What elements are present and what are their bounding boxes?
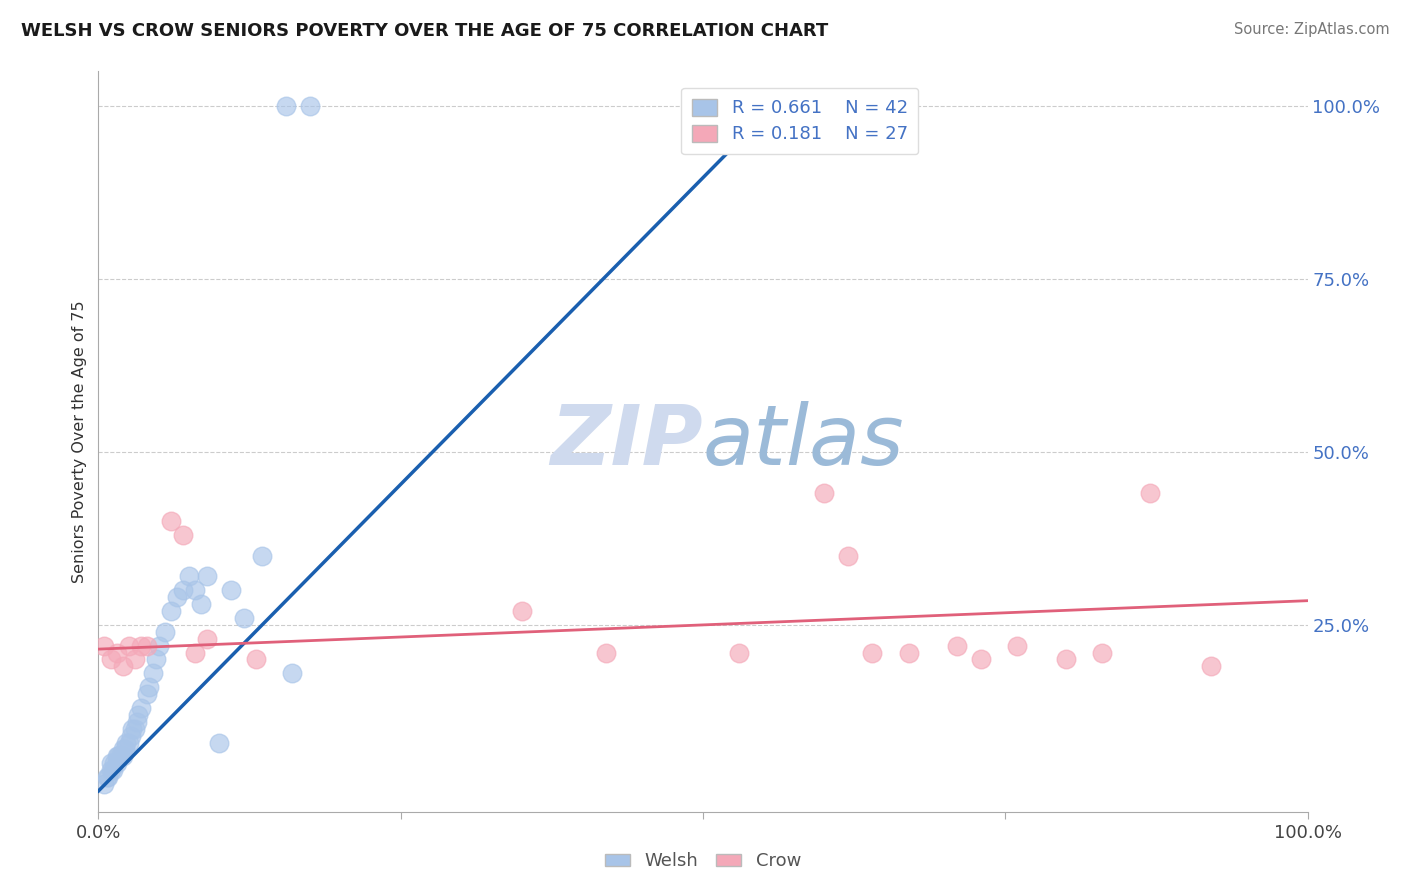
Point bbox=[190, 597, 212, 611]
Text: Source: ZipAtlas.com: Source: ZipAtlas.com bbox=[1233, 22, 1389, 37]
Point bbox=[111, 749, 134, 764]
Point bbox=[105, 646, 128, 660]
Point bbox=[96, 770, 118, 784]
Point bbox=[245, 652, 267, 666]
Point bbox=[1054, 652, 1077, 666]
Point bbox=[184, 646, 207, 660]
Point bbox=[184, 583, 207, 598]
Point bbox=[160, 604, 183, 618]
Point bbox=[138, 680, 160, 694]
Point bbox=[111, 659, 134, 673]
Point bbox=[595, 646, 617, 660]
Point bbox=[145, 652, 167, 666]
Point bbox=[129, 701, 152, 715]
Legend: Welsh, Crow: Welsh, Crow bbox=[598, 846, 808, 878]
Point bbox=[127, 707, 149, 722]
Point bbox=[208, 735, 231, 749]
Point bbox=[103, 756, 125, 771]
Point bbox=[1007, 639, 1029, 653]
Point bbox=[118, 735, 141, 749]
Point bbox=[172, 528, 194, 542]
Legend: R = 0.661    N = 42, R = 0.181    N = 27: R = 0.661 N = 42, R = 0.181 N = 27 bbox=[681, 87, 918, 154]
Point bbox=[135, 687, 157, 701]
Text: atlas: atlas bbox=[703, 401, 904, 482]
Point bbox=[897, 646, 920, 660]
Point bbox=[120, 729, 142, 743]
Point bbox=[121, 722, 143, 736]
Point bbox=[124, 722, 146, 736]
Point bbox=[860, 646, 883, 660]
Point bbox=[100, 763, 122, 777]
Y-axis label: Seniors Poverty Over the Age of 75: Seniors Poverty Over the Age of 75 bbox=[72, 301, 87, 582]
Point bbox=[93, 777, 115, 791]
Text: WELSH VS CROW SENIORS POVERTY OVER THE AGE OF 75 CORRELATION CHART: WELSH VS CROW SENIORS POVERTY OVER THE A… bbox=[21, 22, 828, 40]
Point bbox=[101, 763, 124, 777]
Point bbox=[510, 604, 533, 618]
Point bbox=[142, 666, 165, 681]
Point bbox=[179, 569, 201, 583]
Point bbox=[100, 756, 122, 771]
Point bbox=[837, 549, 859, 563]
Point bbox=[111, 742, 134, 756]
Point bbox=[93, 639, 115, 653]
Point bbox=[153, 624, 176, 639]
Point bbox=[281, 666, 304, 681]
Point bbox=[148, 639, 170, 653]
Point bbox=[160, 514, 183, 528]
Point bbox=[127, 714, 149, 729]
Point bbox=[946, 639, 969, 653]
Point bbox=[299, 99, 322, 113]
Point bbox=[195, 569, 218, 583]
Point bbox=[274, 99, 297, 113]
Text: ZIP: ZIP bbox=[550, 401, 703, 482]
Point bbox=[1139, 486, 1161, 500]
Point bbox=[1199, 659, 1222, 673]
Point bbox=[813, 486, 835, 500]
Point bbox=[195, 632, 218, 646]
Point bbox=[970, 652, 993, 666]
Point bbox=[232, 611, 254, 625]
Point bbox=[100, 652, 122, 666]
Point bbox=[728, 646, 751, 660]
Point bbox=[250, 549, 273, 563]
Point bbox=[107, 749, 129, 764]
Point bbox=[105, 749, 128, 764]
Point bbox=[105, 756, 128, 771]
Point bbox=[115, 735, 138, 749]
Point bbox=[1091, 646, 1114, 660]
Point bbox=[135, 639, 157, 653]
Point bbox=[114, 742, 136, 756]
Point bbox=[172, 583, 194, 598]
Point bbox=[166, 591, 188, 605]
Point bbox=[118, 639, 141, 653]
Point bbox=[129, 639, 152, 653]
Point bbox=[221, 583, 243, 598]
Point bbox=[124, 652, 146, 666]
Point bbox=[108, 749, 131, 764]
Point bbox=[97, 770, 120, 784]
